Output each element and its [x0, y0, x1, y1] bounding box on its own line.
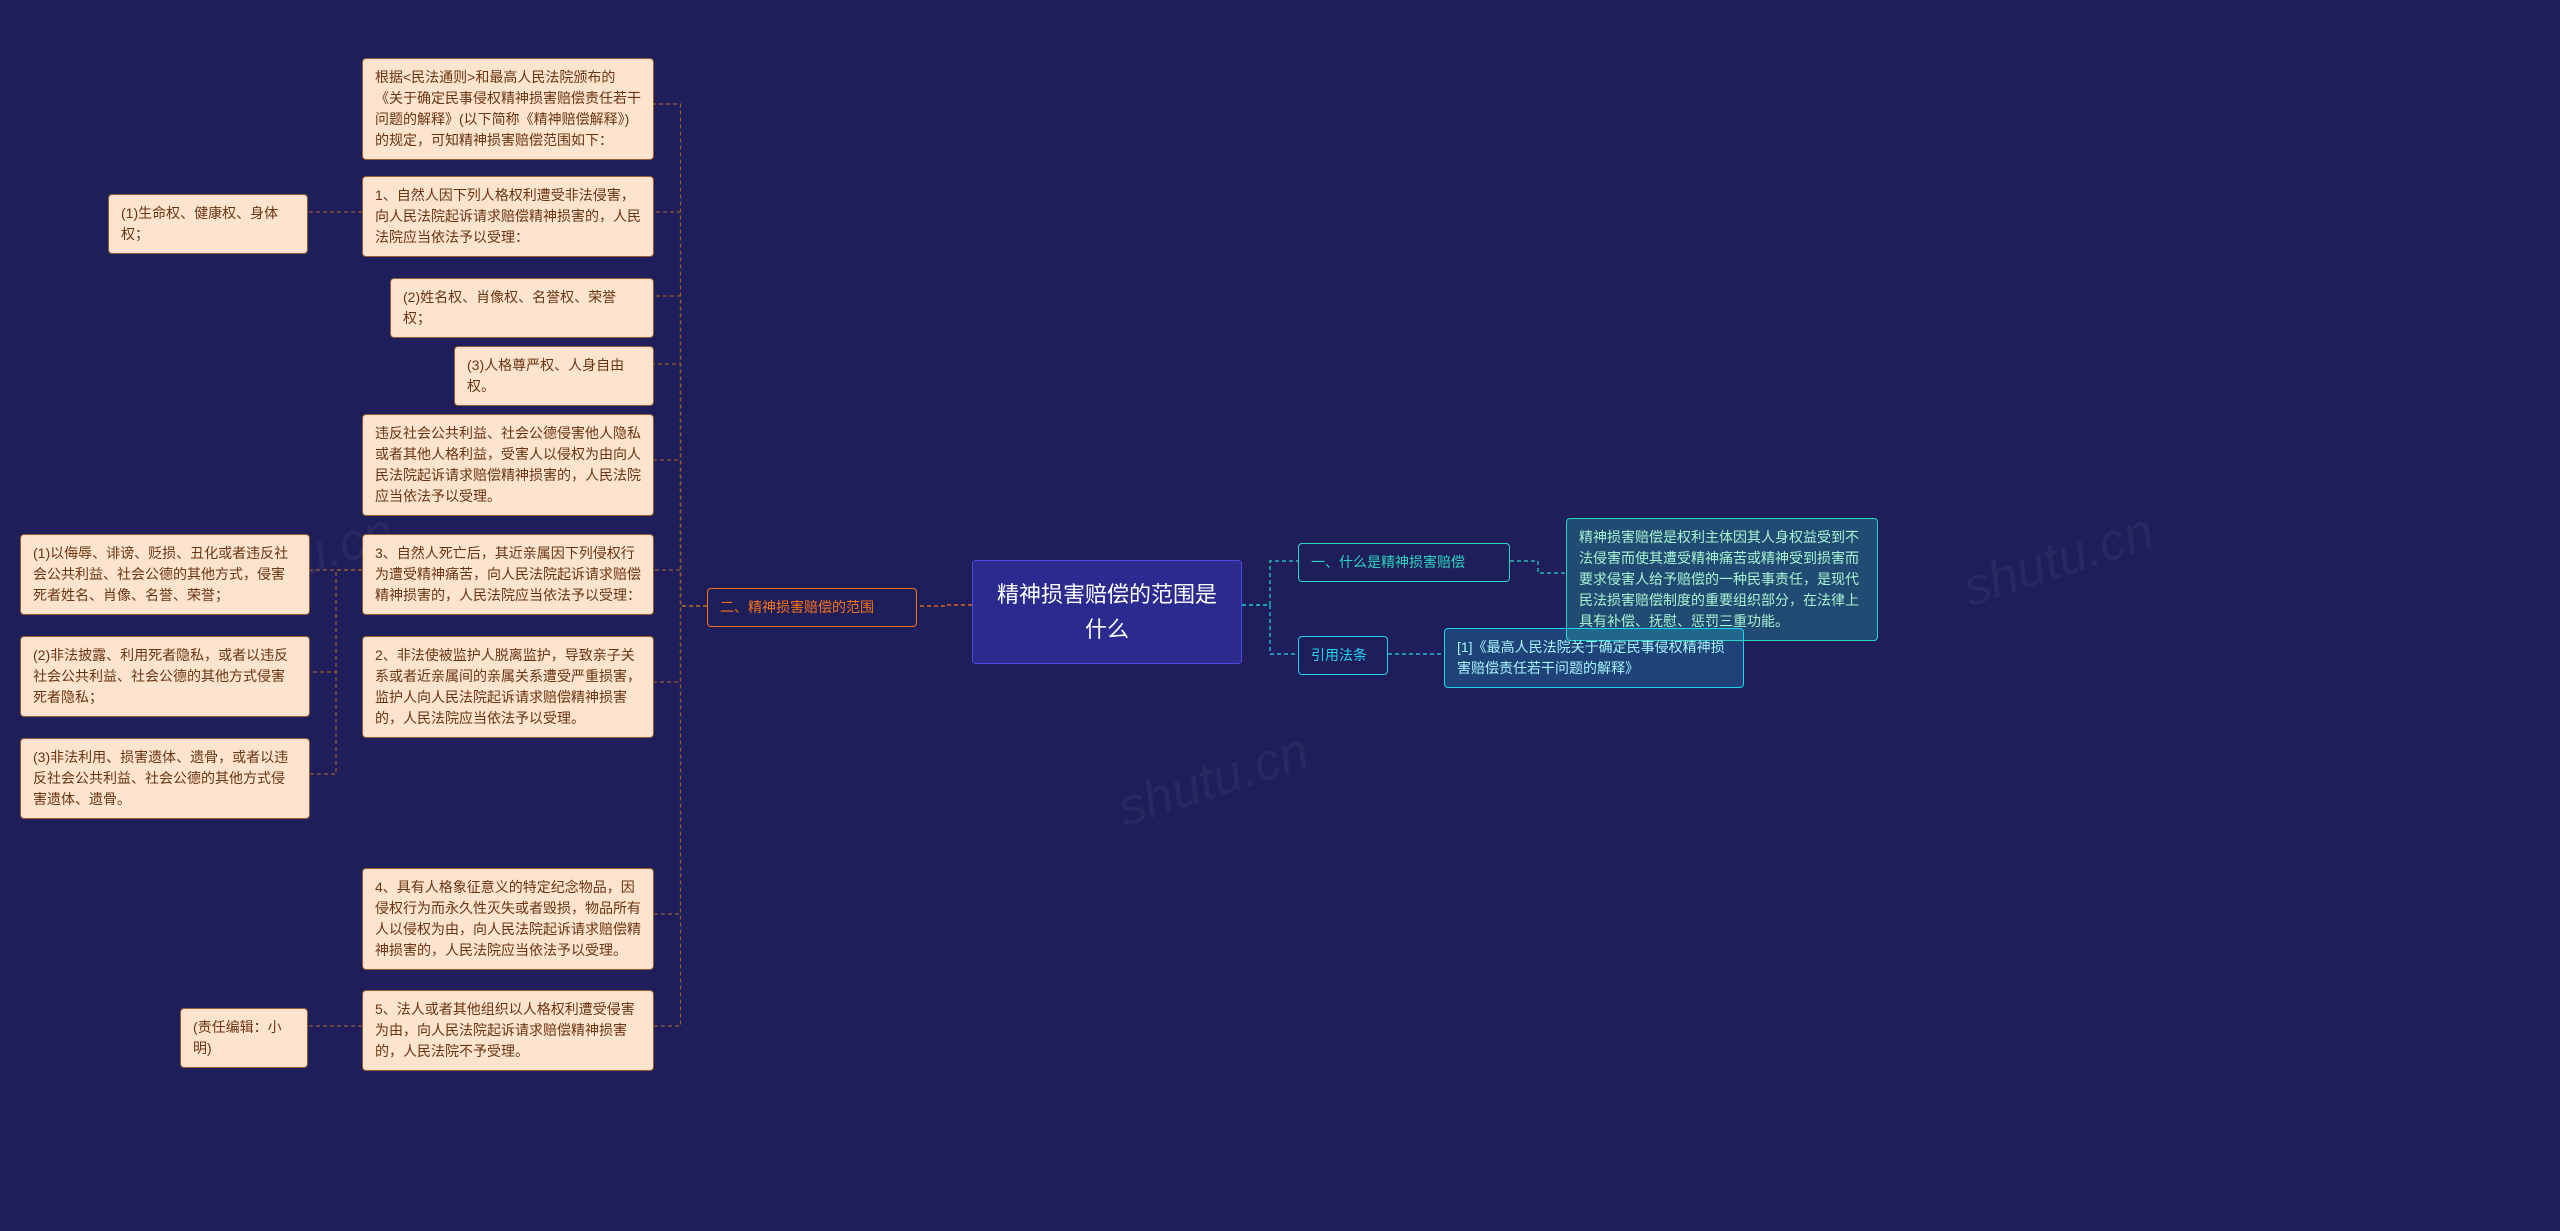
- connector: [654, 570, 707, 606]
- leaf-node: 1、自然人因下列人格权利遭受非法侵害，向人民法院起诉请求赔偿精神损害的，人民法院…: [362, 176, 654, 257]
- node-label: 5、法人或者其他组织以人格权利遭受侵害为由，向人民法院起诉请求赔偿精神损害的，人…: [375, 1001, 635, 1059]
- leaf-node: 2、非法使被监护人脱离监护，导致亲子关系或者近亲属间的亲属关系遭受严重损害，监护…: [362, 636, 654, 738]
- leaf-node: 根据<民法通则>和最高人民法院颁布的《关于确定民事侵权精神损害赔偿责任若干问题的…: [362, 58, 654, 160]
- node-label: 一、什么是精神损害赔偿: [1311, 554, 1465, 570]
- connector: [310, 570, 362, 672]
- connector: [654, 296, 707, 606]
- leaf-node: 违反社会公共利益、社会公德侵害他人隐私或者其他人格利益，受害人以侵权为由向人民法…: [362, 414, 654, 516]
- leaf-node: [1]《最高人民法院关于确定民事侵权精神损害赔偿责任若干问题的解释》: [1444, 628, 1744, 688]
- watermark: shutu.cn: [1111, 721, 1316, 839]
- leaf-node: 5、法人或者其他组织以人格权利遭受侵害为由，向人民法院起诉请求赔偿精神损害的，人…: [362, 990, 654, 1071]
- node-label: 4、具有人格象征意义的特定纪念物品，因侵权行为而永久性灭失或者毁损，物品所有人以…: [375, 879, 641, 958]
- node-label: (2)姓名权、肖像权、名誉权、荣誉权；: [403, 289, 616, 326]
- node-label: (1)生命权、健康权、身体权；: [121, 205, 278, 242]
- connector: [654, 104, 707, 606]
- connector: [654, 364, 707, 606]
- node-label: (1)以侮辱、诽谤、贬损、丑化或者违反社会公共利益、社会公德的其他方式，侵害死者…: [33, 545, 288, 603]
- branch-node: 一、什么是精神损害赔偿: [1298, 543, 1510, 582]
- connector: [310, 570, 362, 774]
- node-label: 1、自然人因下列人格权利遭受非法侵害，向人民法院起诉请求赔偿精神损害的，人民法院…: [375, 187, 641, 245]
- leaf-node: (责任编辑：小明): [180, 1008, 308, 1068]
- node-label: 根据<民法通则>和最高人民法院颁布的《关于确定民事侵权精神损害赔偿责任若干问题的…: [375, 69, 641, 148]
- connector: [654, 212, 707, 606]
- leaf-node: (3)非法利用、损害遗体、遗骨，或者以违反社会公共利益、社会公德的其他方式侵害遗…: [20, 738, 310, 819]
- node-label: 精神损害赔偿是权利主体因其人身权益受到不法侵害而使其遭受精神痛苦或精神受到损害而…: [1579, 529, 1859, 629]
- node-label: 违反社会公共利益、社会公德侵害他人隐私或者其他人格利益，受害人以侵权为由向人民法…: [375, 425, 641, 504]
- node-label: (3)人格尊严权、人身自由权。: [467, 357, 624, 394]
- connector: [1242, 561, 1298, 605]
- connector: [654, 606, 707, 914]
- branch-node: 二、精神损害赔偿的范围: [707, 588, 917, 627]
- leaf-node: 4、具有人格象征意义的特定纪念物品，因侵权行为而永久性灭失或者毁损，物品所有人以…: [362, 868, 654, 970]
- leaf-node: 3、自然人死亡后，其近亲属因下列侵权行为遭受精神痛苦，向人民法院起诉请求赔偿精神…: [362, 534, 654, 615]
- node-label: [1]《最高人民法院关于确定民事侵权精神损害赔偿责任若干问题的解释》: [1457, 639, 1725, 676]
- node-label: (责任编辑：小明): [193, 1019, 282, 1056]
- node-label: 2、非法使被监护人脱离监护，导致亲子关系或者近亲属间的亲属关系遭受严重损害，监护…: [375, 647, 641, 726]
- leaf-node: (2)姓名权、肖像权、名誉权、荣誉权；: [390, 278, 654, 338]
- leaf-node: (3)人格尊严权、人身自由权。: [454, 346, 654, 406]
- leaf-node: (1)以侮辱、诽谤、贬损、丑化或者违反社会公共利益、社会公德的其他方式，侵害死者…: [20, 534, 310, 615]
- connector: [1510, 561, 1566, 573]
- node-label: 引用法条: [1311, 647, 1367, 663]
- leaf-node: 精神损害赔偿是权利主体因其人身权益受到不法侵害而使其遭受精神痛苦或精神受到损害而…: [1566, 518, 1878, 641]
- leaf-node: (1)生命权、健康权、身体权；: [108, 194, 308, 254]
- connector: [654, 606, 707, 1026]
- leaf-node: (2)非法披露、利用死者隐私，或者以违反社会公共利益、社会公德的其他方式侵害死者…: [20, 636, 310, 717]
- connector: [654, 460, 707, 606]
- node-label: (3)非法利用、损害遗体、遗骨，或者以违反社会公共利益、社会公德的其他方式侵害遗…: [33, 749, 288, 807]
- node-label: 精神损害赔偿的范围是什么: [997, 582, 1217, 642]
- connector: [917, 605, 972, 606]
- connector: [1242, 605, 1298, 654]
- node-label: 二、精神损害赔偿的范围: [720, 599, 874, 615]
- node-label: 3、自然人死亡后，其近亲属因下列侵权行为遭受精神痛苦，向人民法院起诉请求赔偿精神…: [375, 545, 641, 603]
- watermark: shutu.cn: [1956, 501, 2161, 619]
- branch-node: 引用法条: [1298, 636, 1388, 675]
- connector: [654, 606, 707, 682]
- root-node: 精神损害赔偿的范围是什么: [972, 560, 1242, 664]
- node-label: (2)非法披露、利用死者隐私，或者以违反社会公共利益、社会公德的其他方式侵害死者…: [33, 647, 288, 705]
